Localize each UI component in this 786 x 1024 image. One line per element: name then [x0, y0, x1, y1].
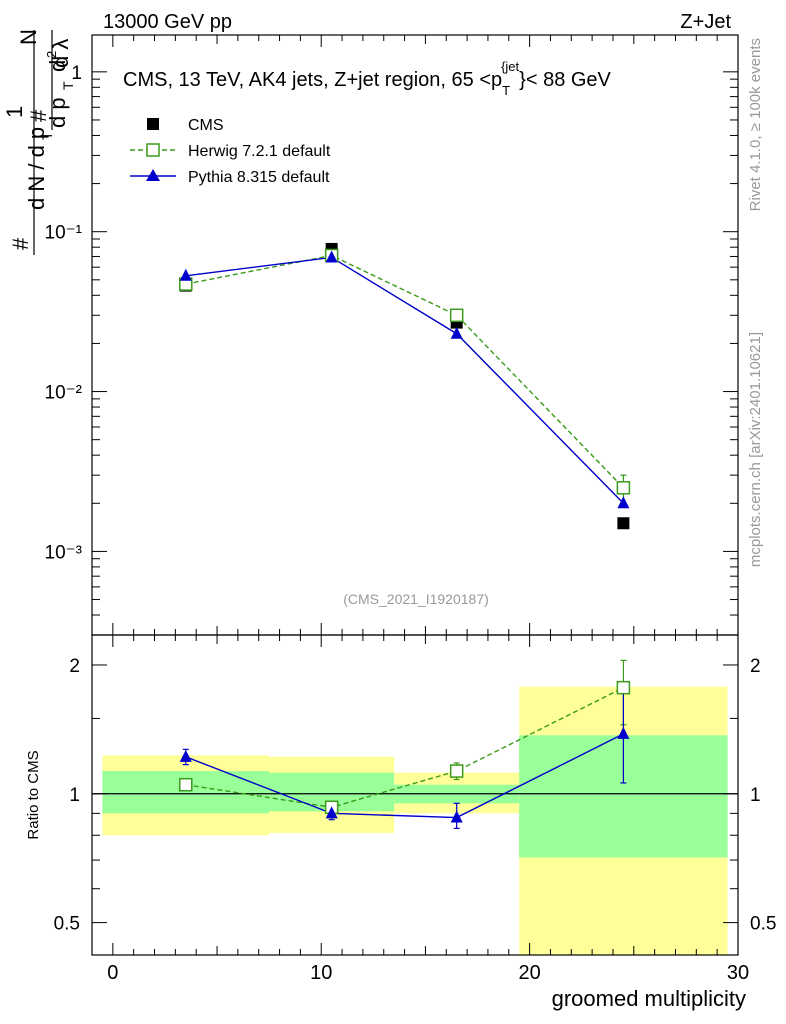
header-right-label: Z+Jet — [680, 11, 731, 33]
legend-pythia-marker — [146, 169, 160, 181]
svg-text:d N / d p: d N / d p — [24, 127, 49, 210]
rivet-label: Rivet 4.1.0, ≥ 100k events — [747, 38, 764, 211]
svg-text:#: # — [26, 109, 51, 122]
x-tick-label: 10 — [310, 962, 332, 984]
ratio-point-herwig — [179, 777, 193, 792]
ratio-point-herwig — [449, 764, 464, 778]
header-left-label: 13000 GeV pp — [103, 11, 232, 33]
ratio-point-pythia — [325, 806, 338, 819]
ratio-panel-frame — [91, 634, 739, 956]
svg-text:T: T — [39, 131, 55, 140]
x-tick-label: 20 — [518, 962, 540, 984]
mcplots-label: mcplots.cern.ch [arXiv:2401.10621] — [747, 332, 764, 567]
legend-cms-marker — [147, 118, 159, 130]
analysis-watermark: (CMS_2021_I1920187) — [343, 591, 489, 607]
svg-text:#: # — [8, 237, 33, 250]
axes: 0 10 20 30 1 10⁻¹ 10⁻² 10⁻³ 0.5 0.5 1 1 2 2 — [45, 35, 776, 984]
ratio-y-axis-label: Ratio to CMS — [25, 750, 42, 839]
data-point-pythia — [617, 496, 630, 509]
ratio-y-tick-label: 2 — [69, 656, 80, 677]
y-tick-label: 1 — [71, 63, 82, 84]
main-plot-data — [179, 242, 631, 530]
ratio-y-tick-label: 1 — [69, 785, 80, 806]
data-point-cms — [617, 517, 630, 530]
ratio-y-tick-label: 0.5 — [54, 914, 80, 935]
stat-uncertainty-band — [102, 771, 270, 814]
data-point-pythia — [450, 326, 463, 339]
svg-text:T: T — [60, 81, 76, 90]
svg-text:d p: d p — [45, 97, 70, 128]
main-title: CMS, 13 TeV, AK4 jets, Z+jet region, 65 … — [123, 59, 612, 98]
series-line-2 — [185, 256, 624, 504]
ratio-y-tick-label-right: 0.5 — [750, 914, 776, 935]
y-tick-label: 10⁻³ — [45, 542, 83, 563]
data-point-pythia — [325, 250, 338, 263]
svg-text:d λ: d λ — [48, 39, 73, 68]
main-y-axis-label: # d N / d p T 1 # d p T d 2 N d λ — [2, 29, 76, 255]
series-line-1 — [185, 254, 624, 489]
y-tick-label: 10⁻² — [45, 383, 83, 404]
ratio-y-tick-label-right: 2 — [750, 656, 761, 677]
ratio-point-herwig — [616, 680, 631, 695]
legend-herwig-marker — [146, 143, 160, 157]
legend-cms-label: CMS — [188, 117, 224, 134]
ratio-point-pythia — [450, 810, 463, 823]
legend: CMS Herwig 7.2.1 default Pythia 8.315 de… — [130, 117, 331, 186]
ratio-point-pythia — [179, 749, 192, 762]
svg-text:d: d — [45, 60, 70, 72]
svg-text:1: 1 — [2, 106, 27, 118]
svg-text:2: 2 — [44, 51, 59, 58]
x-tick-label: 0 — [107, 962, 118, 984]
data-point-pythia — [179, 268, 192, 281]
legend-herwig-label: Herwig 7.2.1 default — [188, 143, 331, 160]
x-axis-label: groomed multiplicity — [552, 986, 746, 1011]
x-tick-label: 30 — [727, 962, 749, 984]
ratio-point-pythia — [617, 726, 630, 739]
svg-text:N: N — [16, 29, 41, 45]
ratio-line-0 — [185, 687, 624, 808]
data-point-herwig — [449, 308, 464, 323]
ratio-y-tick-label-right: 1 — [750, 785, 761, 806]
ratio-line-1 — [185, 733, 624, 819]
legend-pythia-label: Pythia 8.315 default — [188, 169, 330, 186]
ratio-uncertainty-bands — [102, 686, 728, 955]
data-point-herwig — [616, 481, 631, 495]
ratio-plot-data — [179, 659, 631, 830]
y-tick-label: 10⁻¹ — [45, 223, 83, 244]
